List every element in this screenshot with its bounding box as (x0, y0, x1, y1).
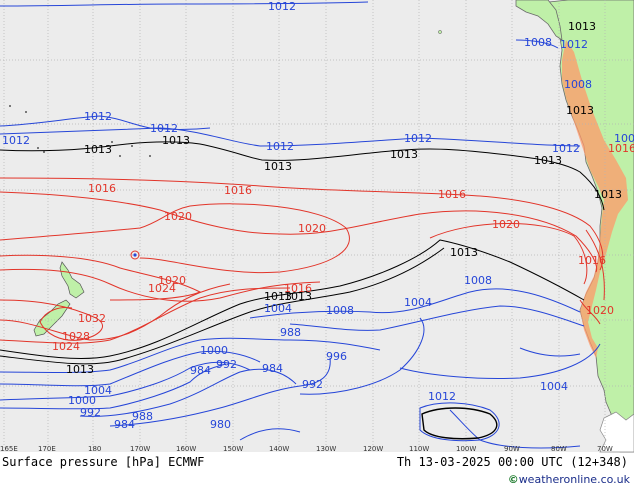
new-zealand-north-island (59, 261, 85, 299)
isobar-label: 1013 (566, 104, 594, 117)
isobar-label: 1000 (200, 344, 228, 357)
low-pressure-isobars (0, 1, 601, 449)
isobar-label: 984 (262, 362, 283, 375)
blue-isobar-labels: 1012 1012 1012 1012 1012 1012 1012 1012 … (2, 0, 634, 431)
isobar-label: 984 (190, 364, 211, 377)
longitude-tick: 160W (176, 445, 196, 453)
reference-isobars-1013 (0, 141, 605, 365)
isobar-label: 1016 (608, 142, 634, 155)
isobar-label: 1004 (264, 302, 292, 315)
red-isobar-labels: 1016 1016 1016 1020 1020 1020 1020 1024 … (52, 142, 634, 353)
isobar-label: 1013 (162, 134, 190, 147)
isobar-label: 1012 (552, 142, 580, 155)
isobar-label: 1020 (586, 304, 614, 317)
isobar-label: 1016 (438, 188, 466, 201)
longitude-tick: 165E (0, 445, 18, 453)
black-isobar-labels: 1013 1013 1013 1013 1013 1013 1013 1013 … (66, 20, 622, 376)
isobar-label: 992 (216, 358, 237, 371)
isobar-label: 1013 (390, 148, 418, 161)
longitude-tick: 180 (88, 445, 101, 453)
longitude-tick: 100W (456, 445, 476, 453)
isobar-label: 1008 (326, 304, 354, 317)
isobar-label: 984 (114, 418, 135, 431)
isobar-label: 1012 (84, 110, 112, 123)
isobar-label: 1013 (84, 143, 112, 156)
isobar-label: 1016 (224, 184, 252, 197)
isobar-label: 1008 (614, 132, 634, 145)
low-center-contour (421, 407, 498, 440)
longitude-tick: 150W (223, 445, 243, 453)
central-america-strip (515, 0, 563, 41)
isobar-label: 1008 (564, 78, 592, 91)
isobar-label: 1016 (578, 254, 606, 267)
longitude-tick: 170W (130, 445, 150, 453)
small-high-ring (130, 250, 140, 260)
isobar-label: 996 (326, 350, 347, 363)
map-title: Surface pressure [hPa] ECMWF (2, 455, 205, 469)
antarctic-coast (599, 411, 634, 453)
longitude-tick: 140W (269, 445, 289, 453)
isobar-label: 988 (280, 326, 301, 339)
isobar-label: 1024 (148, 282, 176, 295)
isobar-label: 988 (132, 410, 153, 423)
small-high-center (133, 253, 137, 257)
isobar-label: 1016 (284, 282, 312, 295)
longitude-tick: 70W (597, 445, 613, 453)
andes-highlands (562, 40, 628, 358)
isobar-label: 1004 (404, 296, 432, 309)
isobar-label: 1000 (68, 394, 96, 407)
isobar-label: 1013 (594, 188, 622, 201)
longitude-tick: 170E (38, 445, 56, 453)
isobar-label: 1013 (568, 20, 596, 33)
isobar-label: 1012 (404, 132, 432, 145)
high-pressure-isobars (0, 177, 605, 344)
isobar-label: 1013 (264, 290, 292, 303)
isobar-label: 1012 (2, 134, 30, 147)
isobar-label: 1028 (62, 330, 90, 343)
isobar-label: 1012 (266, 140, 294, 153)
isobar-label: 1013 (264, 160, 292, 173)
longitude-tick: 110W (409, 445, 429, 453)
isobar-label: 992 (80, 406, 101, 419)
copyright-icon: © (507, 473, 519, 486)
isobar-label: 1008 (464, 274, 492, 287)
isobar-label: 980 (210, 418, 231, 431)
isobar-label: 1008 (524, 36, 552, 49)
isobar-label: 1012 (560, 38, 588, 51)
isobar-label: 1013 (284, 290, 312, 303)
longitude-tick: 130W (316, 445, 336, 453)
lat-lon-grid (0, 0, 634, 452)
isobar-label: 1012 (428, 390, 456, 403)
longitude-tick: 90W (504, 445, 520, 453)
longitude-tick: 120W (363, 445, 383, 453)
isobar-label: 1020 (492, 218, 520, 231)
isobar-label: 1020 (164, 210, 192, 223)
isobar-label: 1032 (78, 312, 106, 325)
isobar-label: 992 (302, 378, 323, 391)
isobar-label: 1012 (268, 0, 296, 13)
isobar-label: 1012 (150, 122, 178, 135)
longitude-axis: 165E 170E 180 170W 160W 150W 140W 130W 1… (0, 445, 613, 453)
isobar-label: 1020 (158, 274, 186, 287)
credit-link[interactable]: ©weatheronline.co.uk (508, 473, 630, 486)
isobar-label: 1024 (52, 340, 80, 353)
isobar-label: 1013 (450, 246, 478, 259)
isobar-label: 1020 (298, 222, 326, 235)
isobar-label: 1016 (88, 182, 116, 195)
pacific-islands (9, 105, 151, 157)
isobar-label: 1004 (84, 384, 112, 397)
longitude-tick: 80W (551, 445, 567, 453)
isobar-label: 1013 (534, 154, 562, 167)
credit-text: weatheronline.co.uk (518, 473, 630, 486)
valid-time: Th 13-03-2025 00:00 UTC (12+348) (396, 455, 628, 469)
isobar-label: 1013 (66, 363, 94, 376)
galapagos-islands (438, 30, 442, 34)
isobar-label: 1004 (540, 380, 568, 393)
